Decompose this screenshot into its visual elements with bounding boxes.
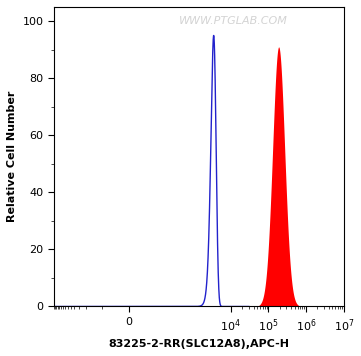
Text: WWW.PTGLAB.COM: WWW.PTGLAB.COM (179, 16, 288, 26)
Y-axis label: Relative Cell Number: Relative Cell Number (7, 91, 17, 222)
X-axis label: 83225-2-RR(SLC12A8),APC-H: 83225-2-RR(SLC12A8),APC-H (108, 339, 290, 349)
